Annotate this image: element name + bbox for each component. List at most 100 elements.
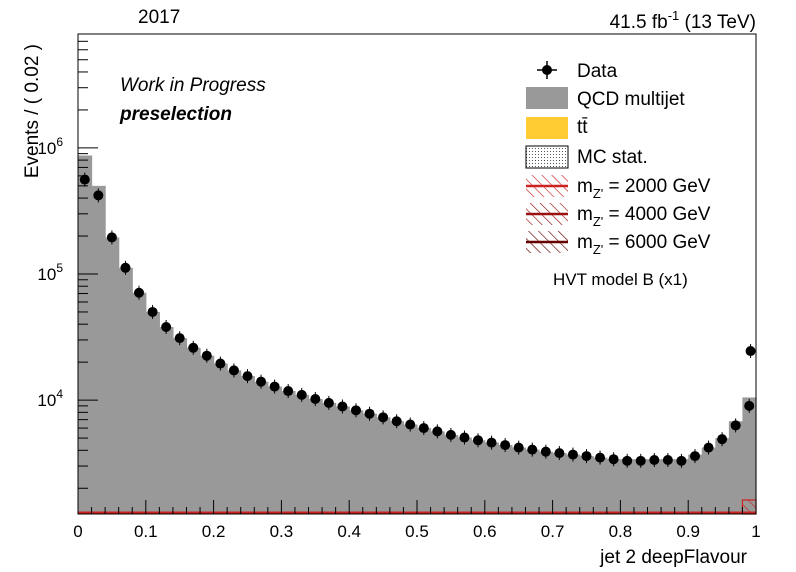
legend-entry-ttbar: tt̄ [526, 117, 588, 139]
qcd-bar [471, 440, 486, 514]
legend: Data QCD multijet tt̄ MC stat. mZ' = 200… [525, 61, 711, 289]
signal-2000-last-bin [741, 499, 757, 515]
qcd-bar [389, 421, 405, 514]
qcd-bar [267, 386, 282, 514]
signal-model-label: HVT model B (x1) [553, 270, 688, 289]
data-point [174, 333, 185, 344]
year-label: 2017 [138, 7, 180, 28]
qcd-bar [281, 391, 296, 514]
qcd-bar [78, 155, 93, 514]
legend-data-marker [542, 65, 552, 75]
x-tick-label: 0.8 [609, 522, 633, 541]
qcd-bar [159, 326, 174, 514]
lumi-label: 41.5 fb-1 (13 TeV) [610, 8, 756, 33]
qcd-bar [566, 454, 581, 514]
qcd-bar [525, 449, 540, 514]
qcd-bar [227, 370, 242, 514]
x-tick-label: 1 [751, 522, 760, 541]
data-point [364, 408, 375, 419]
data-point [256, 376, 267, 387]
qcd-bar [105, 237, 120, 515]
data-point [608, 454, 619, 465]
x-tick-label: 0.9 [676, 522, 700, 541]
data-point [378, 412, 389, 423]
data-point [649, 455, 660, 466]
data-point [622, 455, 633, 466]
qcd-bar [661, 459, 676, 514]
legend-mcstat-swatch [525, 145, 569, 169]
data-point [744, 400, 755, 411]
legend-signal-2000-label: mZ' = 2000 GeV [577, 176, 711, 201]
x-tick-label: 0.2 [202, 522, 226, 541]
qcd-bar [606, 459, 621, 514]
legend-entry-data: Data [537, 61, 618, 82]
qcd-bar [200, 355, 215, 514]
qcd-bar [701, 447, 716, 514]
qcd-bar [579, 456, 594, 514]
data-point [350, 405, 361, 416]
work-in-progress-label: Work in Progress [120, 75, 266, 96]
data-point [554, 448, 565, 459]
x-axis: 0 0.1 0.2 0.3 0.4 0.5 0.6 0.7 0.8 0.9 1 [73, 500, 761, 541]
qcd-histogram [78, 155, 757, 515]
data-point [459, 432, 470, 443]
data-point [323, 397, 334, 408]
qcd-bar [145, 311, 160, 514]
legend-entry-signal-6000: mZ' = 6000 GeV [526, 231, 711, 257]
legend-ttbar-swatch [526, 117, 568, 139]
data-point [486, 437, 497, 448]
data-point [500, 440, 511, 451]
x-tick-label: 0.4 [337, 522, 361, 541]
y-axis: 104 105 106 [37, 33, 98, 489]
legend-signal-4000-label: mZ' = 4000 GeV [577, 204, 711, 229]
qcd-bar [647, 459, 662, 514]
x-tick-label: 0.6 [473, 522, 497, 541]
qcd-bar [362, 413, 377, 514]
y-tick-label: 104 [37, 387, 63, 410]
qcd-bar [620, 459, 635, 514]
legend-entry-mcstat: MC stat. [525, 145, 648, 169]
data-point [527, 444, 538, 455]
legend-mcstat-label: MC stat. [577, 147, 648, 168]
qcd-bar [498, 445, 513, 514]
legend-ttbar-label: tt̄ [577, 117, 588, 138]
data-point [635, 455, 646, 466]
data-point [283, 386, 294, 397]
qcd-bar [172, 338, 188, 514]
qcd-bar [593, 457, 608, 514]
qcd-bar [91, 185, 106, 514]
qcd-bar [688, 454, 703, 514]
qcd-bar [715, 438, 730, 514]
data-point [242, 371, 253, 382]
data-point [201, 350, 212, 361]
qcd-bar [457, 437, 472, 514]
data-point [161, 321, 172, 332]
x-tick-label: 0.1 [134, 522, 158, 541]
qcd-bar [728, 421, 744, 514]
data-point [730, 420, 741, 431]
qcd-bar [335, 406, 350, 514]
x-tick-label: 0.7 [541, 522, 565, 541]
data-point [717, 434, 728, 445]
data-point [215, 358, 226, 369]
data-points [79, 172, 756, 468]
x-axis-title: jet 2 deepFlavour [599, 547, 747, 568]
legend-entry-qcd: QCD multijet [526, 87, 685, 110]
data-point [79, 174, 90, 185]
y-axis-title: Events / ( 0.02 ) [22, 44, 43, 178]
data-point [147, 306, 158, 317]
qcd-bar [552, 453, 567, 514]
data-point [405, 419, 416, 430]
qcd-bar [186, 347, 201, 514]
legend-data-label: Data [577, 61, 618, 82]
y-tick-label: 106 [37, 135, 63, 158]
qcd-bar [240, 376, 255, 514]
data-point [337, 401, 348, 412]
data-point [93, 190, 104, 201]
qcd-bar [254, 381, 269, 514]
legend-entry-signal-4000: mZ' = 4000 GeV [526, 203, 711, 229]
x-tick-label: 0.5 [405, 522, 429, 541]
y-tick-label: 105 [37, 261, 63, 284]
qcd-bar [417, 428, 432, 514]
